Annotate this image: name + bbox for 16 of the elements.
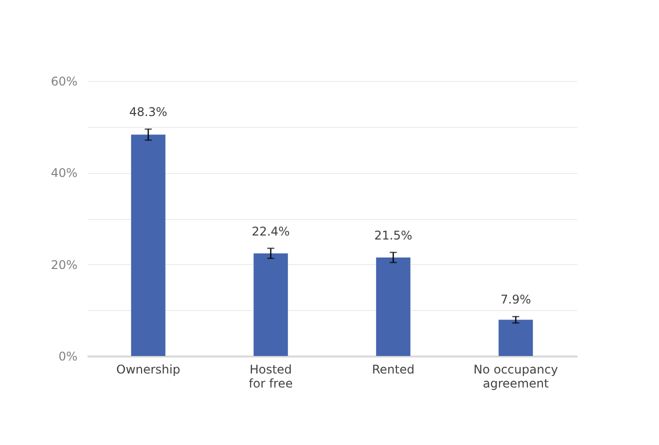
x-tick-label: No occupancy agreement <box>473 362 558 390</box>
x-tick-label: Ownership <box>116 362 180 376</box>
x-tick-label: Rented <box>372 362 414 376</box>
bar <box>376 257 410 356</box>
y-tick-label: 40% <box>50 166 78 180</box>
bar <box>498 320 533 356</box>
bar <box>131 134 166 356</box>
y-tick-label: 60% <box>50 74 78 88</box>
data-label: 21.5% <box>374 228 412 242</box>
data-label: 22.4% <box>252 224 290 238</box>
data-label: 48.3% <box>129 105 168 120</box>
x-tick-label: Hosted for free <box>248 362 293 390</box>
data-label: 7.9% <box>500 292 531 307</box>
y-tick-label: 0% <box>58 350 78 364</box>
bar <box>254 253 288 356</box>
y-tick-label: 20% <box>50 258 78 272</box>
